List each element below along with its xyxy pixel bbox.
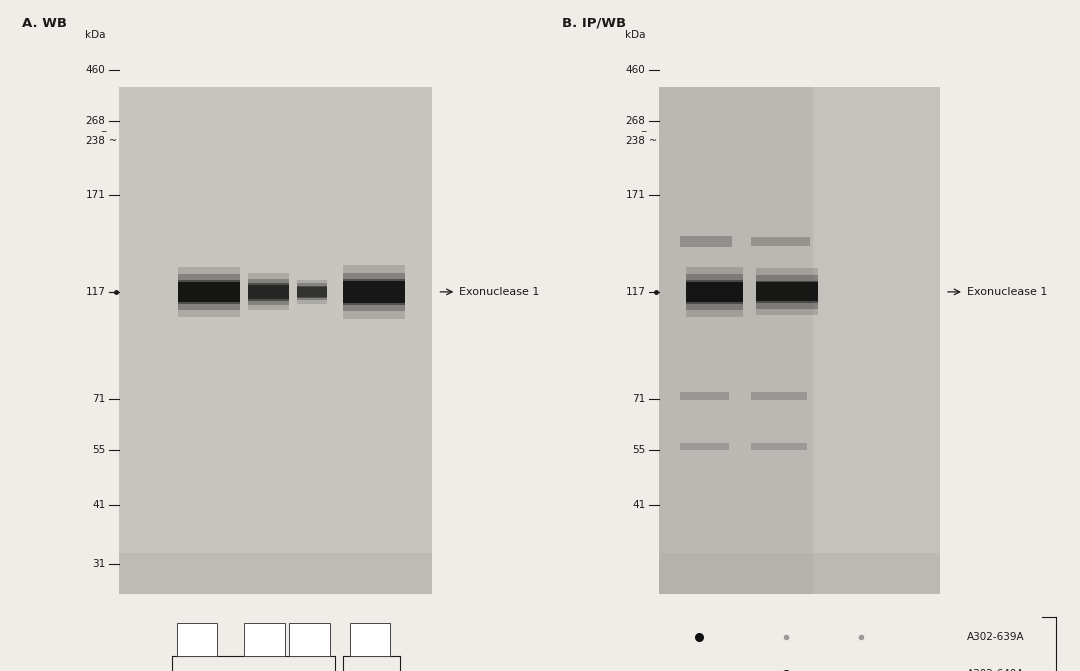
Text: 55: 55 [632, 445, 646, 454]
Text: _: _ [640, 123, 646, 132]
Bar [178, 282, 241, 302]
Text: Exonuclease 1: Exonuclease 1 [459, 287, 539, 297]
Text: 41: 41 [92, 500, 106, 509]
Bar [751, 237, 810, 246]
Bar [686, 274, 743, 310]
Bar [297, 287, 327, 297]
Bar [343, 281, 405, 303]
Text: kDa: kDa [625, 30, 646, 40]
Bar [751, 392, 807, 401]
Bar [686, 280, 743, 304]
Text: 238: 238 [625, 136, 646, 146]
Bar [680, 236, 732, 247]
Text: 41: 41 [632, 500, 646, 509]
Text: _: _ [100, 123, 106, 132]
Bar [756, 280, 819, 303]
Text: 268: 268 [625, 116, 646, 125]
Text: 117: 117 [85, 287, 106, 297]
Bar [680, 443, 729, 450]
Bar [686, 282, 743, 302]
Bar [119, 554, 432, 594]
Bar [177, 623, 217, 656]
Text: 238: 238 [85, 136, 106, 146]
Text: 268: 268 [85, 116, 106, 125]
Text: 71: 71 [632, 395, 646, 404]
Bar [297, 283, 327, 301]
Text: Exonuclease 1: Exonuclease 1 [967, 287, 1047, 297]
Bar [244, 623, 285, 656]
Bar [178, 280, 241, 304]
Text: 31: 31 [92, 559, 106, 568]
Text: 171: 171 [625, 190, 646, 199]
Text: 50: 50 [363, 635, 377, 644]
Bar [289, 623, 329, 656]
Text: 55: 55 [92, 445, 106, 454]
Bar [813, 87, 940, 594]
Text: 15: 15 [258, 635, 271, 644]
Text: A302-639A: A302-639A [967, 633, 1024, 642]
Bar [178, 274, 241, 310]
Text: 5: 5 [306, 635, 313, 644]
Text: 460: 460 [85, 66, 106, 75]
Text: ~: ~ [649, 136, 657, 146]
Bar [659, 87, 940, 594]
Bar [297, 280, 327, 303]
Bar [756, 268, 819, 315]
Bar [343, 279, 405, 305]
Text: A. WB: A. WB [22, 17, 67, 30]
Bar [751, 443, 807, 450]
Text: 117: 117 [625, 287, 646, 297]
Bar [350, 623, 390, 656]
Bar [248, 274, 289, 310]
Text: IP: IP [1061, 670, 1071, 671]
Bar [248, 278, 289, 305]
Text: B. IP/WB: B. IP/WB [562, 17, 625, 30]
Bar [248, 283, 289, 301]
Text: 50: 50 [190, 635, 204, 644]
Text: 71: 71 [92, 395, 106, 404]
Bar [659, 554, 940, 594]
Bar [343, 265, 405, 319]
Bar [248, 285, 289, 299]
Bar [178, 267, 241, 317]
Text: A302-640A: A302-640A [967, 670, 1024, 671]
Bar [297, 287, 327, 297]
Text: 171: 171 [85, 190, 106, 199]
Text: 460: 460 [625, 66, 646, 75]
Text: kDa: kDa [85, 30, 106, 40]
Bar [756, 282, 819, 301]
Text: ~: ~ [109, 136, 117, 146]
Bar [119, 87, 432, 594]
Bar [756, 275, 819, 309]
Bar [343, 272, 405, 311]
Bar [686, 267, 743, 317]
Bar [680, 392, 729, 401]
